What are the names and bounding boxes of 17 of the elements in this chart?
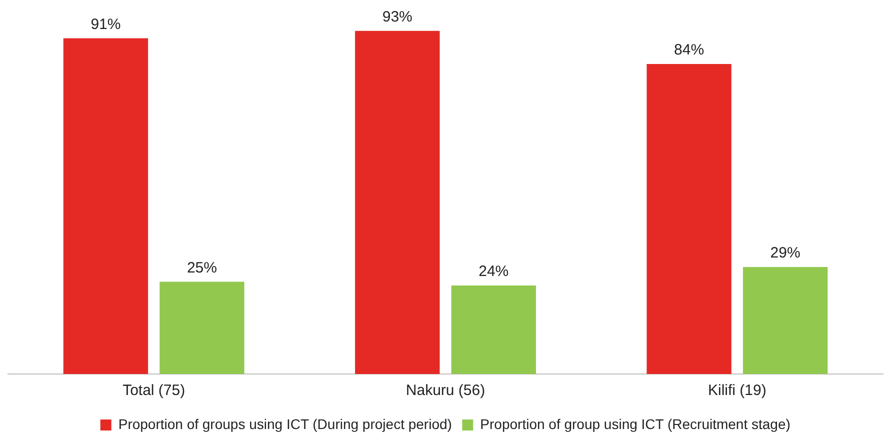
bar bbox=[451, 285, 536, 374]
bar bbox=[160, 282, 244, 374]
x-tick-label: Nakuru (56) bbox=[406, 382, 486, 400]
bar bbox=[646, 64, 732, 374]
data-label: 25% bbox=[186, 259, 217, 276]
bar bbox=[355, 30, 440, 374]
x-tick-label: Kilifi (19) bbox=[708, 382, 766, 400]
bar bbox=[742, 266, 828, 374]
data-label: 84% bbox=[674, 42, 704, 59]
data-label: 93% bbox=[382, 8, 412, 26]
legend-label: Proportion of groups using ICT (During project period) bbox=[118, 416, 452, 432]
bar bbox=[63, 38, 148, 374]
data-label: 24% bbox=[478, 263, 509, 280]
data-label: 91% bbox=[90, 16, 121, 33]
legend-label: Proportion of group using ICT (Recruitment stage) bbox=[480, 416, 790, 432]
x-tick-label: Total (75) bbox=[122, 382, 186, 400]
data-label: 29% bbox=[770, 244, 800, 262]
